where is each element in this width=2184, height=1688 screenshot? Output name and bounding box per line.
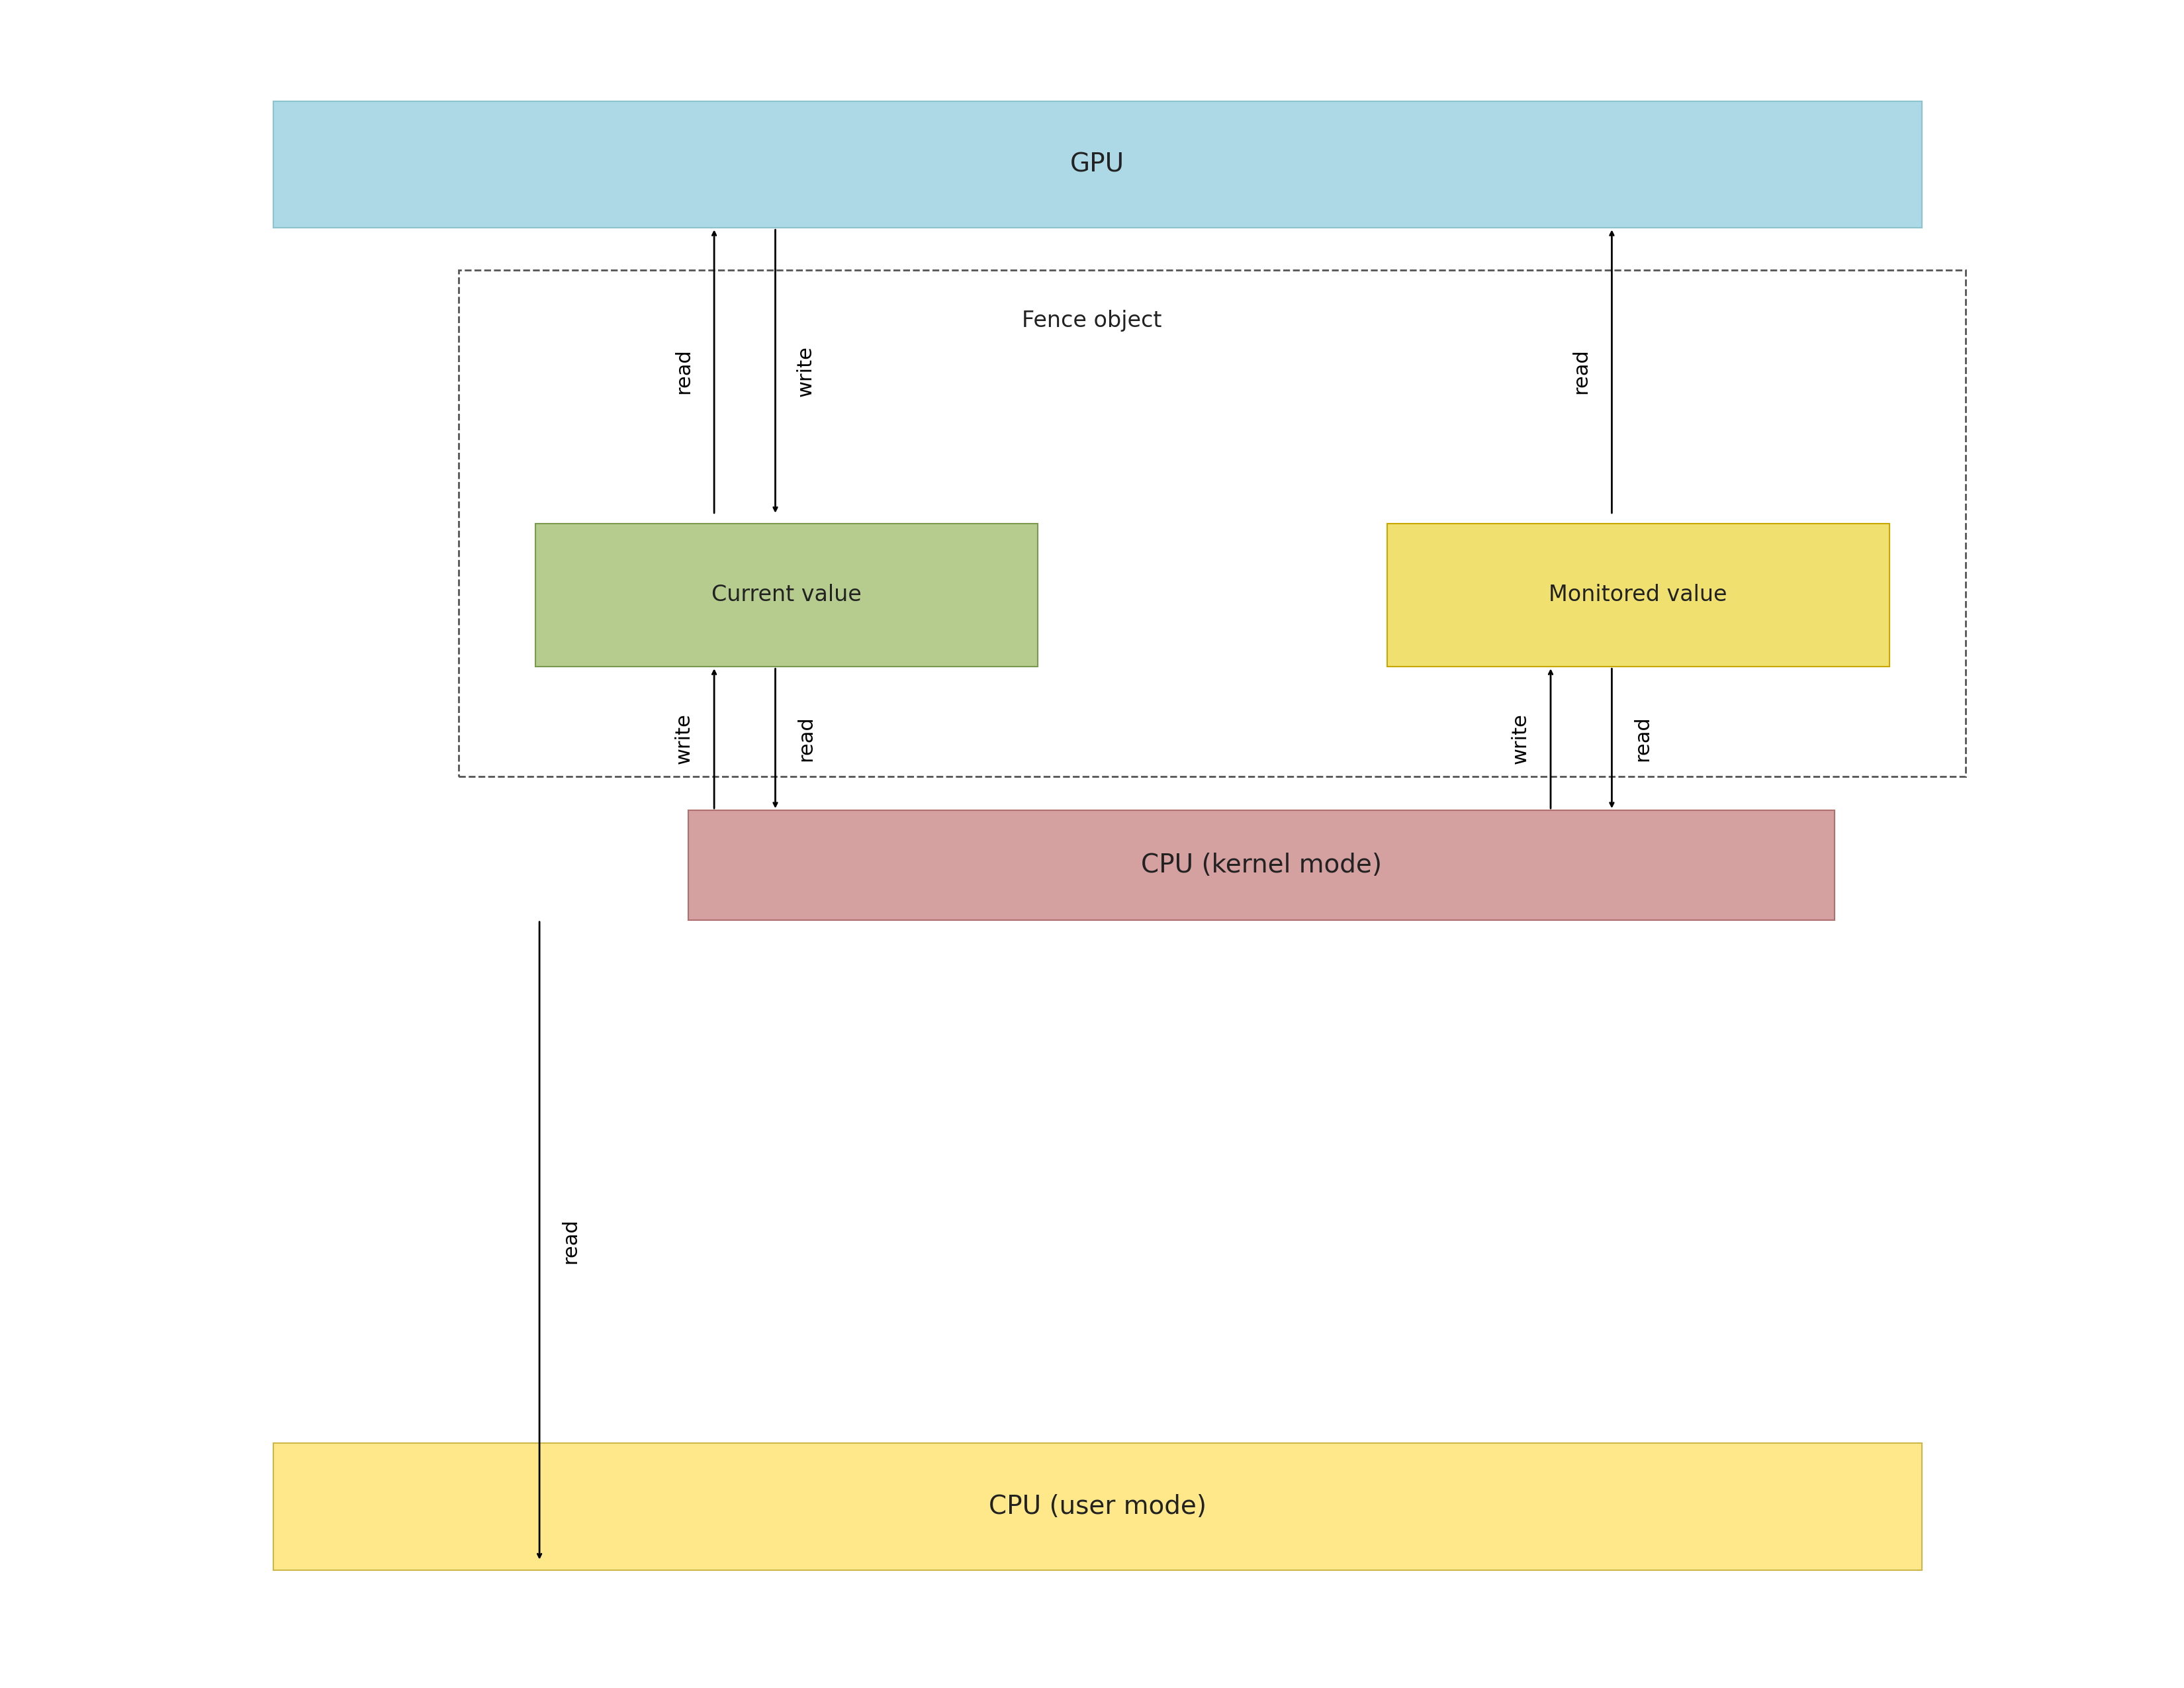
Text: read: read bbox=[675, 349, 692, 393]
FancyBboxPatch shape bbox=[273, 101, 1922, 228]
FancyBboxPatch shape bbox=[1387, 523, 1889, 667]
Text: write: write bbox=[1511, 712, 1529, 765]
Text: read: read bbox=[561, 1219, 579, 1263]
Text: read: read bbox=[1572, 349, 1590, 393]
Text: write: write bbox=[675, 712, 692, 765]
Text: CPU (user mode): CPU (user mode) bbox=[989, 1494, 1206, 1519]
Text: Fence object: Fence object bbox=[1022, 311, 1162, 331]
Text: GPU: GPU bbox=[1070, 152, 1125, 177]
Text: read: read bbox=[797, 716, 815, 761]
FancyBboxPatch shape bbox=[535, 523, 1037, 667]
FancyBboxPatch shape bbox=[273, 1443, 1922, 1570]
Text: Current value: Current value bbox=[712, 584, 860, 606]
Text: write: write bbox=[797, 346, 815, 397]
Text: CPU (kernel mode): CPU (kernel mode) bbox=[1140, 852, 1382, 878]
FancyBboxPatch shape bbox=[688, 810, 1835, 920]
Text: read: read bbox=[1634, 716, 1651, 761]
Text: Monitored value: Monitored value bbox=[1548, 584, 1728, 606]
